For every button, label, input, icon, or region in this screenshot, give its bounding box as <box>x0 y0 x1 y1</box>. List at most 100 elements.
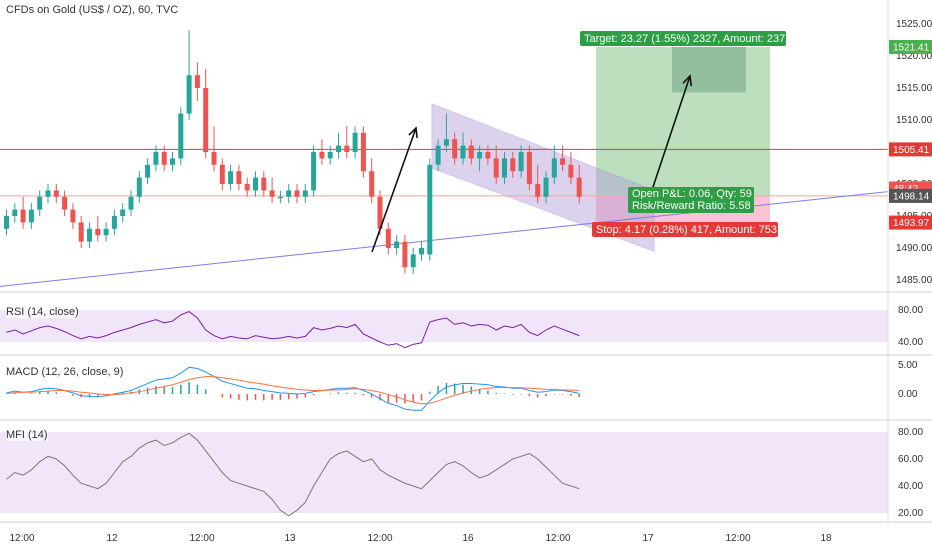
candle-body <box>236 171 242 184</box>
candle-body <box>87 228 92 242</box>
candle-body <box>468 145 474 159</box>
candle-body <box>294 190 300 197</box>
candle-body <box>302 190 308 197</box>
macd-line <box>6 366 580 411</box>
candle-body <box>253 177 258 191</box>
candle-body <box>62 196 68 210</box>
candle-body <box>37 196 43 210</box>
price-tag: 1521.41 <box>893 42 930 53</box>
price-tag-bg <box>889 215 932 230</box>
signal-line <box>6 376 580 405</box>
macd-tick-label: 5.00 <box>898 360 918 371</box>
candle-body <box>103 228 109 236</box>
candle-body <box>78 222 84 242</box>
time-tick-label: 16 <box>462 533 474 544</box>
candle-body <box>136 177 142 197</box>
mfi-label: MFI (14) <box>6 429 48 441</box>
target-arrow <box>651 75 691 191</box>
time-tick-label: 12:00 <box>367 533 392 544</box>
candle-body <box>12 209 18 216</box>
macd-label: MACD (12, 26, close, 9) <box>6 366 124 378</box>
candle-body <box>153 152 159 165</box>
candle-body <box>203 88 209 152</box>
candle-body <box>319 152 325 159</box>
macd-pane[interactable] <box>5 366 580 411</box>
mfi-line <box>6 432 580 517</box>
rsi-label: RSI (14, close) <box>6 306 79 318</box>
target-label: Target: 23.27 (1.55%) 2327, Amount: 2372… <box>584 33 807 45</box>
candle-body <box>377 196 383 229</box>
candle-body <box>385 228 391 248</box>
candle-body <box>419 248 424 255</box>
stop-label: Stop: 4.17 (0.28%) 417, Amount: 753.97 <box>596 224 792 236</box>
mfi-band <box>0 432 888 513</box>
candle-body <box>460 145 466 159</box>
candle-body <box>286 190 292 197</box>
price-tag: 1505.41 <box>893 145 930 156</box>
candle-body <box>228 171 234 184</box>
candle-body <box>20 209 26 223</box>
rsi-band <box>0 310 888 342</box>
candle-body <box>344 145 350 152</box>
price-tag-bg <box>889 142 932 157</box>
candle-body <box>28 209 34 223</box>
candle-body <box>402 241 408 268</box>
candle-body <box>485 152 491 159</box>
candle-body <box>360 132 366 172</box>
candle-body <box>518 152 524 172</box>
candle-body <box>560 158 566 165</box>
candle-body <box>452 139 458 159</box>
candle-body <box>352 132 358 152</box>
projection-box <box>672 46 746 93</box>
candle-body <box>427 164 433 255</box>
open-pnl-label: Open P&L: 0.06, Qty: 59 <box>632 188 752 200</box>
candle-body <box>45 190 51 197</box>
mfi-pane[interactable] <box>0 432 888 517</box>
price-tag: 1493.97 <box>893 218 930 229</box>
price-pane[interactable] <box>0 30 889 287</box>
chart-title: CFDs on Gold (US$ / OZ), 60, TVC <box>6 4 179 16</box>
candle-body <box>269 190 275 197</box>
price-tag-bg <box>889 39 932 54</box>
price-tick-label: 1520.00 <box>896 51 932 62</box>
rsi-line <box>6 311 580 349</box>
candle-body <box>111 216 117 229</box>
candle-body <box>194 75 200 88</box>
descending-channel <box>431 103 655 252</box>
candle-body <box>219 164 225 184</box>
candle-body <box>4 216 9 229</box>
candle-body <box>145 164 151 178</box>
breakout-arrow <box>371 127 417 253</box>
candle-body <box>535 184 541 197</box>
time-tick-label: 17 <box>642 533 654 544</box>
candle-body <box>543 177 549 197</box>
time-tick-label: 12:00 <box>9 533 34 544</box>
candle-body <box>261 177 267 191</box>
candle-body <box>327 152 333 159</box>
candle-body <box>336 145 341 152</box>
candle-body <box>477 152 483 159</box>
time-tick-label: 12:00 <box>725 533 750 544</box>
risk-reward-label: Risk/Reward Ratio: 5.58 <box>632 200 751 212</box>
time-tick-label: 18 <box>820 533 832 544</box>
candle-body <box>211 152 217 165</box>
time-tick-label: 13 <box>284 533 296 544</box>
price-tick-label: 1510.00 <box>896 115 932 126</box>
candle-body <box>576 177 582 197</box>
candle-body <box>178 113 184 159</box>
mfi-tick-label: 80.00 <box>898 427 923 438</box>
time-tick-label: 12 <box>106 533 118 544</box>
candle-body <box>53 190 59 197</box>
mfi-tick-label: 20.00 <box>898 508 923 519</box>
candle-body <box>435 145 441 165</box>
candle-body <box>410 254 416 268</box>
rsi-pane[interactable] <box>0 310 888 349</box>
candle-body <box>568 164 574 178</box>
candle-body <box>161 152 167 165</box>
price-tick-label: 1515.00 <box>896 83 932 94</box>
candle-body <box>369 171 375 197</box>
candle-body <box>510 158 516 172</box>
stop-label-bg <box>592 222 778 237</box>
